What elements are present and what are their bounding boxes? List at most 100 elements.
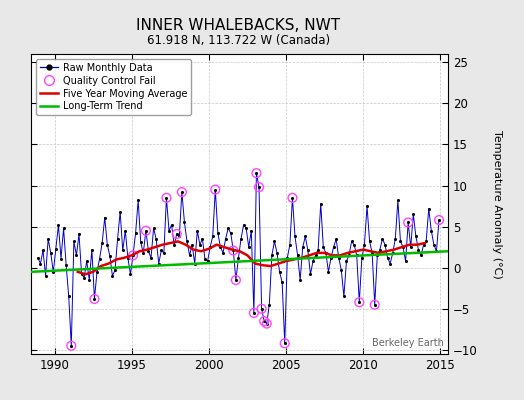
Point xyxy=(237,236,245,242)
Point xyxy=(355,299,364,306)
Point xyxy=(435,217,443,223)
Point xyxy=(381,242,389,248)
Point xyxy=(152,236,160,242)
Point xyxy=(265,302,274,308)
Point xyxy=(172,231,181,237)
Point xyxy=(137,239,145,246)
Point xyxy=(93,269,101,275)
Point xyxy=(180,219,189,226)
Point xyxy=(311,252,320,258)
Point xyxy=(327,255,335,261)
Point xyxy=(370,302,379,308)
Point xyxy=(229,247,237,254)
Point xyxy=(185,252,194,258)
Point xyxy=(229,247,237,254)
Point xyxy=(263,320,271,327)
Point xyxy=(319,244,328,250)
Point xyxy=(111,267,119,273)
Point xyxy=(206,244,214,250)
Point xyxy=(252,170,260,176)
Point xyxy=(252,170,260,176)
Point xyxy=(62,262,70,268)
Point xyxy=(255,184,263,190)
Point xyxy=(368,250,376,256)
Point xyxy=(188,242,196,248)
Point xyxy=(260,318,268,324)
Point xyxy=(432,248,441,254)
Text: INNER WHALEBACKS, NWT: INNER WHALEBACKS, NWT xyxy=(136,18,341,33)
Point xyxy=(283,255,291,261)
Point xyxy=(203,258,212,264)
Point xyxy=(407,244,415,250)
Point xyxy=(70,238,78,244)
Point xyxy=(396,238,405,244)
Point xyxy=(386,260,395,267)
Point xyxy=(293,252,302,258)
Point xyxy=(67,342,75,349)
Point xyxy=(85,277,93,283)
Point xyxy=(250,310,258,316)
Point xyxy=(54,222,63,228)
Point xyxy=(226,230,235,236)
Point xyxy=(276,269,284,275)
Point xyxy=(342,258,351,264)
Point xyxy=(263,320,271,327)
Point xyxy=(78,271,86,278)
Point xyxy=(198,236,206,242)
Legend: Raw Monthly Data, Quality Control Fail, Five Year Moving Average, Long-Term Tren: Raw Monthly Data, Quality Control Fail, … xyxy=(36,59,191,115)
Point xyxy=(90,296,99,302)
Point xyxy=(330,244,338,250)
Point xyxy=(245,244,253,250)
Point xyxy=(113,236,122,242)
Point xyxy=(370,302,379,308)
Point xyxy=(121,228,129,234)
Point xyxy=(57,256,65,262)
Point xyxy=(389,250,397,256)
Point xyxy=(80,274,89,281)
Point xyxy=(340,293,348,300)
Point xyxy=(201,256,209,263)
Point xyxy=(419,242,428,248)
Point xyxy=(412,233,420,240)
Point xyxy=(47,250,55,256)
Point xyxy=(221,236,230,242)
Point xyxy=(98,240,106,246)
Point xyxy=(358,255,366,261)
Point xyxy=(430,242,438,248)
Point xyxy=(165,228,173,234)
Point xyxy=(250,310,258,316)
Point xyxy=(167,222,176,228)
Point xyxy=(291,233,299,240)
Point xyxy=(234,255,243,261)
Point xyxy=(337,267,345,273)
Point xyxy=(424,205,433,212)
Point xyxy=(59,225,68,232)
Point xyxy=(157,247,166,254)
Point xyxy=(52,246,60,252)
Point xyxy=(126,271,135,278)
Point xyxy=(257,306,266,312)
Point xyxy=(299,244,307,250)
Point xyxy=(427,228,435,234)
Point xyxy=(129,252,137,258)
Point xyxy=(350,242,358,248)
Point xyxy=(155,260,163,267)
Point xyxy=(124,255,132,261)
Point xyxy=(211,186,220,193)
Point xyxy=(353,252,361,258)
Point xyxy=(67,342,75,349)
Point xyxy=(306,271,314,278)
Point xyxy=(280,340,289,346)
Point xyxy=(36,260,45,267)
Point xyxy=(273,250,281,256)
Point xyxy=(34,255,42,261)
Point xyxy=(301,233,310,240)
Point xyxy=(257,306,266,312)
Point xyxy=(373,252,381,258)
Point xyxy=(314,246,322,253)
Point xyxy=(178,189,186,195)
Point xyxy=(214,230,222,236)
Point xyxy=(384,255,392,261)
Point xyxy=(39,247,47,254)
Point xyxy=(191,260,199,267)
